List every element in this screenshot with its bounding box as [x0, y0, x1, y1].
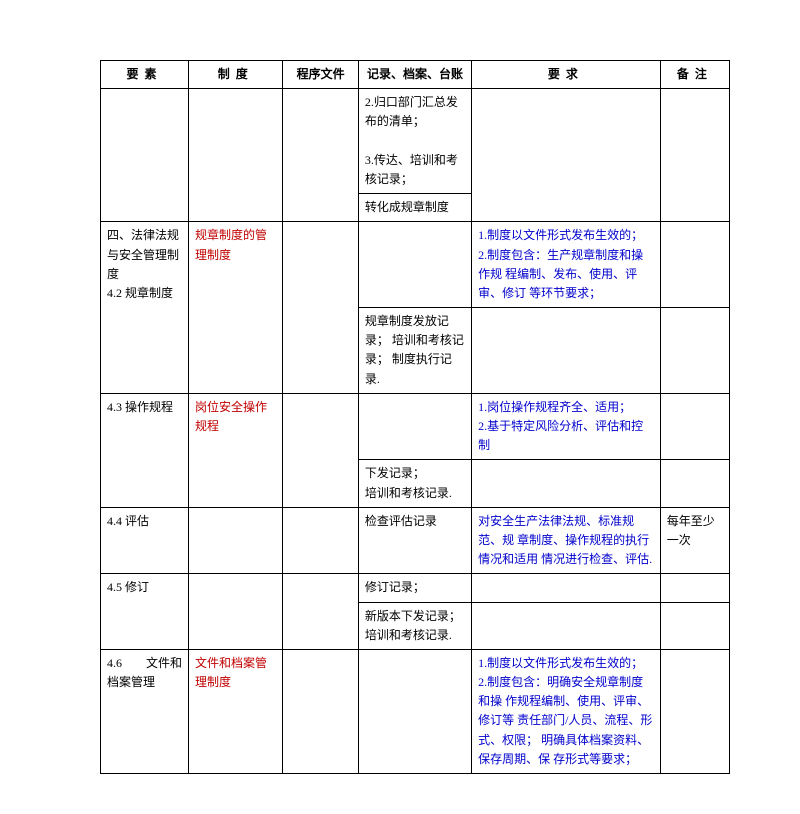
cell-note: 每年至少一次 — [660, 507, 729, 574]
cell — [660, 574, 729, 602]
cell — [358, 393, 471, 460]
cell-records: 新版本下发记录； 培训和考核记录. — [358, 602, 471, 649]
cell — [660, 89, 729, 222]
cell-element: 四、法律法规与安全管理制度 4.2 规章制度 — [101, 222, 189, 394]
cell — [358, 222, 471, 308]
table-row: 4.3 操作规程 岗位安全操作规程 1.岗位操作规程齐全、适用； 2.基于特定风… — [101, 393, 730, 460]
cell — [283, 89, 358, 222]
table-row: 四、法律法规与安全管理制度 4.2 规章制度 规章制度的管理制度 1.制度以文件… — [101, 222, 730, 308]
header-requirement: 要求 — [472, 61, 661, 89]
cell-system: 规章制度的管理制度 — [189, 222, 283, 394]
cell — [472, 460, 661, 507]
cell-records: 下发记录； 培训和考核记录. — [358, 460, 471, 507]
cell — [283, 649, 358, 773]
header-note: 备注 — [660, 61, 729, 89]
cell — [660, 649, 729, 773]
cell-requirement: 1.制度以文件形式发布生效的； 2.制度包含：明确安全规章制度和操 作规程编制、… — [472, 649, 661, 773]
cell — [189, 574, 283, 650]
cell — [660, 393, 729, 460]
header-procedure: 程序文件 — [283, 61, 358, 89]
table-row: 2.归口部门汇总发布的清单； 3.传达、培训和考核记录； — [101, 89, 730, 194]
header-records: 记录、档案、台账 — [358, 61, 471, 89]
cell-records: 转化成规章制度 — [358, 194, 471, 222]
cell-element: 4.5 修订 — [101, 574, 189, 650]
cell — [472, 574, 661, 602]
table-row: 4.4 评估 检查评估记录 对安全生产法律法规、标准规范、规 章制度、操作规程的… — [101, 507, 730, 574]
cell — [283, 507, 358, 574]
cell — [189, 89, 283, 222]
cell — [101, 89, 189, 222]
regulation-table: 要素 制度 程序文件 记录、档案、台账 要求 备注 2.归口部门汇总发布的清单；… — [100, 60, 730, 774]
cell — [472, 89, 661, 222]
cell — [283, 393, 358, 507]
cell-requirement: 对安全生产法律法规、标准规范、规 章制度、操作规程的执行情况和适用 情况进行检查… — [472, 507, 661, 574]
cell-requirement: 1.岗位操作规程齐全、适用； 2.基于特定风险分析、评估和控制 — [472, 393, 661, 460]
cell-system: 岗位安全操作规程 — [189, 393, 283, 507]
cell — [660, 602, 729, 649]
cell — [472, 308, 661, 394]
cell — [660, 222, 729, 308]
table-row: 4.5 修订 修订记录； — [101, 574, 730, 602]
cell — [283, 574, 358, 650]
cell-records: 检查评估记录 — [358, 507, 471, 574]
table-row: 4.6 文件和档案管理 文件和档案管理制度 1.制度以文件形式发布生效的； 2.… — [101, 649, 730, 773]
cell — [283, 222, 358, 394]
cell-records: 2.归口部门汇总发布的清单； 3.传达、培训和考核记录； — [358, 89, 471, 194]
cell — [472, 602, 661, 649]
cell — [358, 649, 471, 773]
cell-records: 修订记录； — [358, 574, 471, 602]
cell-records: 规章制度发放记录； 培训和考核记录； 制度执行记录. — [358, 308, 471, 394]
cell-element: 4.6 文件和档案管理 — [101, 649, 189, 773]
cell-requirement: 1.制度以文件形式发布生效的； 2.制度包含：生产规章制度和操作规 程编制、发布… — [472, 222, 661, 308]
cell-system: 文件和档案管理制度 — [189, 649, 283, 773]
table-header-row: 要素 制度 程序文件 记录、档案、台账 要求 备注 — [101, 61, 730, 89]
cell-element: 4.4 评估 — [101, 507, 189, 574]
header-element: 要素 — [101, 61, 189, 89]
cell-element: 4.3 操作规程 — [101, 393, 189, 507]
cell — [189, 507, 283, 574]
cell — [660, 308, 729, 394]
cell — [660, 460, 729, 507]
header-system: 制度 — [189, 61, 283, 89]
